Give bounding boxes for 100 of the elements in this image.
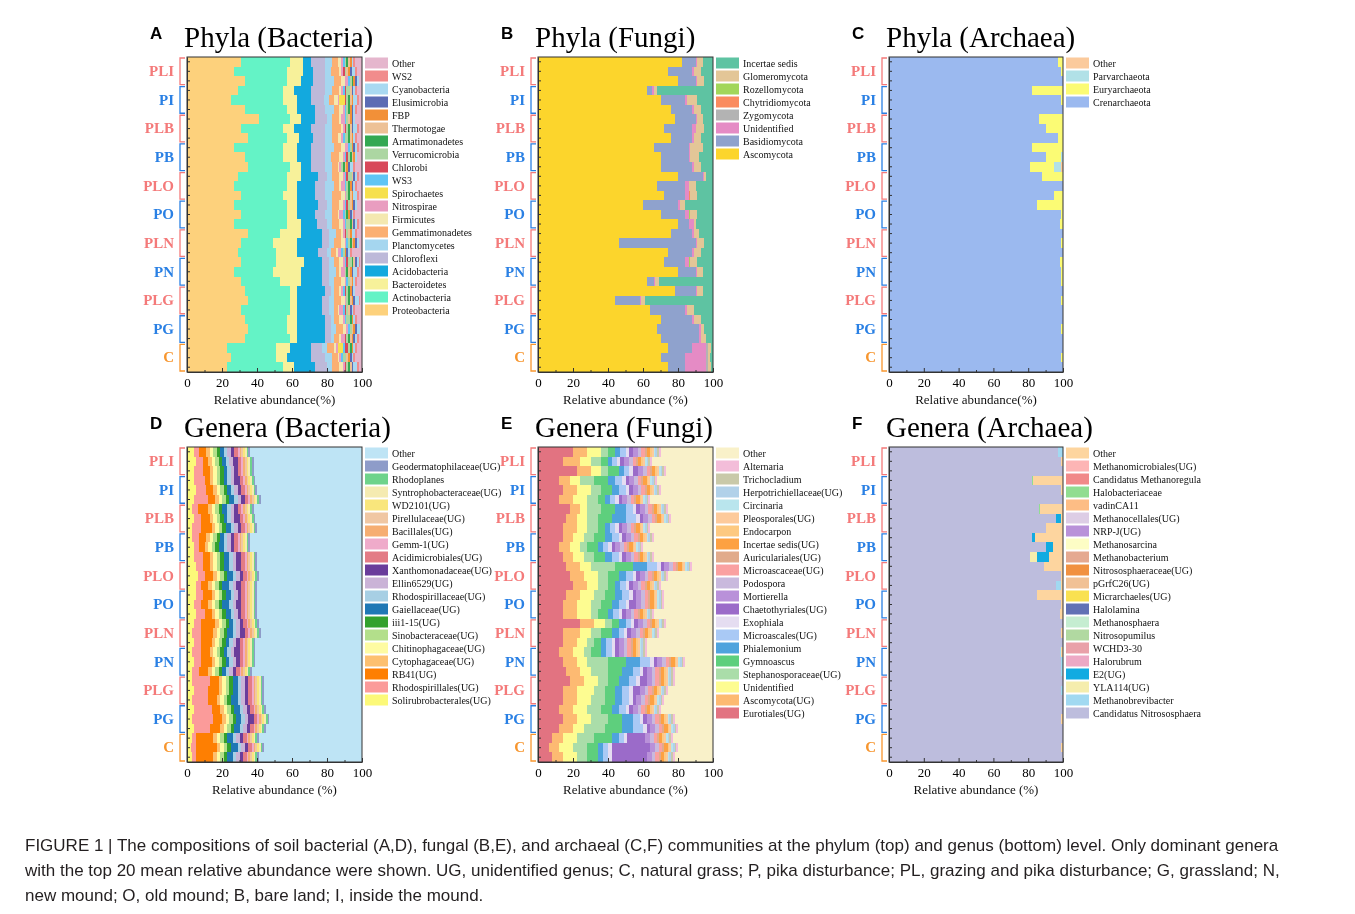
legend-label: Nitrosopumilus bbox=[1093, 629, 1156, 641]
legend-label: YLA114(UG) bbox=[1093, 681, 1150, 694]
legend-label: Candidatus Methanoregula bbox=[1093, 473, 1202, 485]
legend-label: Ascomycota(UG) bbox=[743, 694, 815, 707]
legend-label: Phialemonium bbox=[743, 642, 802, 654]
legend-label: Rozellomycota bbox=[743, 83, 805, 95]
text: E bbox=[501, 414, 513, 433]
legend-label: Other bbox=[1093, 447, 1117, 459]
y-tick-label: PG bbox=[855, 710, 877, 727]
y-tick-label: PN bbox=[856, 653, 877, 670]
x-tick-label: 100 bbox=[352, 765, 373, 781]
legend-label: Halorubrum bbox=[1093, 655, 1143, 667]
legend-label: WD2101(UG) bbox=[392, 499, 450, 512]
y-tick-label: PLO bbox=[143, 177, 174, 194]
x-tick-label: 40 bbox=[952, 765, 966, 781]
legend-label: Podospora bbox=[743, 577, 786, 589]
legend-label: Ascomycota bbox=[743, 148, 794, 160]
x-tick-label: 20 bbox=[917, 765, 931, 781]
y-tick-label: PG bbox=[504, 710, 526, 727]
x-tick-label: 60 bbox=[286, 375, 299, 391]
y-tick-label: PI bbox=[159, 481, 175, 498]
y-tick-label: PB bbox=[505, 539, 525, 556]
y-tick-label: PB bbox=[856, 149, 876, 166]
x-tick-label: 0 bbox=[535, 375, 542, 391]
legend-label: Chloroflexi bbox=[392, 252, 439, 264]
legend-label: Cytophagaceae(UG) bbox=[392, 655, 475, 668]
x-tick-label: 40 bbox=[602, 765, 615, 781]
legend-label: Parvarchaeota bbox=[1093, 70, 1151, 82]
x-axis-title: Relative abundance (%) bbox=[212, 782, 337, 797]
y-tick-label: PN bbox=[505, 263, 526, 280]
y-tick-label: PO bbox=[153, 596, 174, 613]
legend-label: Rhodospirillales(UG) bbox=[392, 681, 479, 694]
legend-label: Glomeromycota bbox=[743, 70, 809, 82]
legend-label: Methanobacterium bbox=[1093, 551, 1169, 563]
legend-label: Bacillales(UG) bbox=[392, 525, 453, 538]
legend-label: Methanobrevibacter bbox=[1093, 694, 1175, 706]
legend-label: E2(UG) bbox=[1093, 668, 1126, 681]
x-tick-label: 100 bbox=[352, 375, 373, 391]
legend-label: Bacteroidetes bbox=[392, 278, 447, 290]
y-tick-label: C bbox=[865, 349, 876, 366]
y-tick-label: PO bbox=[153, 206, 174, 223]
legend-label: Gemm-1(UG) bbox=[392, 538, 449, 551]
legend-label: vadinCA11 bbox=[1093, 499, 1139, 511]
y-tick-label: PN bbox=[505, 653, 526, 670]
legend-label: Other bbox=[743, 447, 767, 459]
text: D bbox=[150, 414, 163, 433]
legend-label: Gymnoascus bbox=[743, 655, 795, 667]
legend-label: Halolamina bbox=[1093, 603, 1141, 615]
legend-label: Rhodospirillaceae(UG) bbox=[392, 590, 486, 603]
legend-label: Zygomycota bbox=[743, 109, 795, 121]
legend-label: WS3 bbox=[392, 174, 412, 186]
y-tick-label: PO bbox=[504, 206, 525, 223]
x-axis-title: Relative abundance(%) bbox=[915, 392, 1037, 407]
legend-label: FBP bbox=[392, 109, 411, 121]
legend-label: Other bbox=[1093, 57, 1117, 69]
legend-label: Incertae sedis(UG) bbox=[743, 538, 819, 551]
x-tick-label: 40 bbox=[251, 765, 264, 781]
legend-label: Cyanobacteria bbox=[392, 83, 451, 95]
y-tick-label: PLB bbox=[846, 510, 876, 527]
y-tick-label: PI bbox=[159, 91, 175, 108]
y-tick-label: PLI bbox=[499, 63, 526, 80]
text: F bbox=[852, 414, 863, 433]
y-tick-label: PLG bbox=[494, 292, 526, 309]
y-tick-label: PI bbox=[861, 91, 877, 108]
y-tick-label: PLI bbox=[148, 453, 175, 470]
legend-label: RB41(UG) bbox=[392, 668, 437, 681]
x-tick-label: 0 bbox=[886, 765, 893, 781]
y-tick-label: PN bbox=[154, 653, 175, 670]
legend-label: Sinobacteraceae(UG) bbox=[392, 629, 479, 642]
legend-label: WCHD3-30 bbox=[1093, 642, 1142, 654]
x-tick-label: 80 bbox=[672, 765, 685, 781]
legend-label: Geodermatophilaceae(UG) bbox=[392, 460, 501, 473]
y-tick-label: PLI bbox=[850, 63, 877, 80]
x-tick-label: 40 bbox=[251, 375, 264, 391]
legend-label: Stephanosporaceae(UG) bbox=[743, 668, 841, 681]
y-tick-label: PLN bbox=[144, 234, 175, 251]
legend-label: Unidentified bbox=[743, 681, 794, 693]
legend-label: Verrucomicrobia bbox=[392, 148, 460, 160]
y-tick-label: PN bbox=[154, 263, 175, 280]
legend-label: Nitrososphaeraceae(UG) bbox=[1093, 564, 1193, 577]
y-tick-label: PG bbox=[504, 320, 526, 337]
x-tick-label: 60 bbox=[987, 765, 1001, 781]
legend-label: Mortierella bbox=[743, 590, 789, 602]
y-tick-label: PB bbox=[154, 539, 174, 556]
caption: FIGURE 1 | The compositions of soil bacterial (A,D), fungal (B,E), and archaeal (C,F) communities at the phylum (top) and genus (bottom) level. Only dominant genera with the top 20 mean relative abundance were shown. UG, unidentified genus; C, natural grass; P, pika disturbance; PL, grazing and pika disturbance; G, grassland; N, new mound; O, old mound; B, bare land; I, inside the mound. bbox=[25, 835, 1281, 907]
y-tick-label: PLN bbox=[495, 234, 526, 251]
y-tick-label: PLN bbox=[846, 234, 877, 251]
legend-label: Basidiomycota bbox=[743, 135, 804, 147]
x-axis-title: Relative abundance(%) bbox=[213, 392, 336, 407]
legend-label: Crenarchaeota bbox=[1093, 96, 1152, 108]
x-tick-label: 80 bbox=[1022, 375, 1036, 391]
chart-title: Genera (Archaea) bbox=[886, 411, 1093, 444]
legend-label: Spirochaetes bbox=[392, 187, 444, 199]
legend-label: pGrfC26(UG) bbox=[1093, 577, 1150, 590]
x-tick-label: 40 bbox=[602, 375, 615, 391]
y-tick-label: PLO bbox=[494, 177, 525, 194]
legend-label: Methanosphaera bbox=[1093, 616, 1160, 628]
x-tick-label: 0 bbox=[886, 375, 893, 391]
y-tick-label: C bbox=[865, 739, 876, 756]
legend-label: Elusimicrobia bbox=[392, 96, 449, 108]
